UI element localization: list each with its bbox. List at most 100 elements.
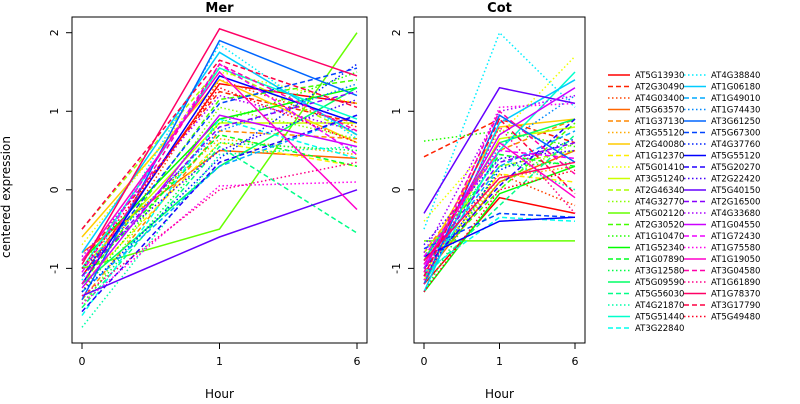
series-line-at4g21870 (81, 145, 358, 328)
legend-item: AT5G55120 (684, 152, 760, 162)
series-line-at1g37130 (81, 130, 358, 301)
series-line-at3g17790 (81, 59, 358, 230)
series-line-at1g49010 (81, 114, 358, 293)
series-line-at1g04550 (81, 114, 358, 289)
legend-item: AT1G78370 (684, 290, 760, 300)
series-line-at2g40080 (423, 118, 576, 261)
x-tick-label: 0 (421, 355, 428, 368)
legend-item: AT5G09590 (608, 278, 684, 288)
y-tick-label: -1 (390, 263, 403, 274)
panel-mer: Mer -1 0 1 2 0 1 6 Hour (48, 1, 368, 401)
legend-label: AT5G02120 (635, 209, 684, 219)
series-group (423, 31, 576, 293)
legend-item: AT5G51440 (608, 313, 684, 323)
legend-label: AT5G40150 (711, 186, 760, 196)
plot-frame (71, 16, 368, 344)
legend-item: AT2G46340 (608, 186, 684, 196)
y-axis-label: centered expression (0, 136, 13, 258)
y-axis: -1 0 1 2 (48, 29, 73, 274)
legend-item: AT3G55120 (608, 129, 684, 139)
series-line-at3g17790 (423, 117, 576, 277)
legend-label: AT1G78370 (711, 290, 760, 300)
series-line-at1g52340 (423, 165, 576, 293)
legend-label: AT4G38840 (711, 71, 760, 81)
x-axis-label: Hour (205, 387, 234, 400)
legend-item: AT5G49480 (684, 313, 760, 323)
legend-item: AT3G51240 (608, 175, 684, 185)
series-line-at1g78370 (423, 161, 576, 262)
legend-label: AT3G22840 (635, 324, 684, 334)
legend-label: AT2G16500 (711, 198, 760, 208)
series-line-at1g75580 (423, 102, 576, 281)
legend-item: AT4G33680 (684, 209, 760, 219)
y-tick-label: 1 (390, 108, 403, 115)
series-line-at3g04580 (423, 110, 576, 273)
legend-item: AT5G20270 (684, 163, 760, 173)
legend-label: AT4G21870 (635, 301, 684, 311)
x-axis: 0 1 6 (421, 342, 579, 368)
legend-label: AT2G46340 (635, 186, 684, 196)
series-line-at1g10470 (81, 71, 358, 293)
legend-item: AT4G38840 (684, 71, 760, 81)
series-line-at4g38840 (423, 31, 576, 230)
legend-item: AT1G37130 (608, 117, 684, 127)
legend-label: AT5G49480 (711, 313, 760, 323)
legend-label: AT2G30490 (635, 83, 684, 93)
legend-item: AT1G61890 (684, 278, 760, 288)
legend-label: AT5G67300 (711, 129, 760, 139)
legend-item: AT2G22420 (684, 175, 760, 185)
series-line-at2g22420 (81, 98, 358, 269)
series-line-at5g40150 (81, 189, 358, 297)
legend-label: AT2G22420 (711, 175, 760, 185)
series-line-at5g49480 (423, 169, 576, 293)
legend-item: AT5G67300 (684, 129, 760, 139)
series-line-at3g51240 (81, 122, 357, 269)
series-line-at5g55120 (423, 216, 576, 258)
series-line-at1g12370 (81, 141, 358, 285)
legend-label: AT1G06180 (711, 83, 760, 93)
series-line-at5g20270 (81, 114, 358, 313)
legend-label: AT2G30520 (635, 221, 684, 231)
legend-item: AT5G63570 (608, 106, 684, 116)
legend-item: AT3G22840 (608, 324, 684, 334)
legend-label: AT5G51440 (635, 313, 684, 323)
legend-item: AT5G01410 (608, 163, 684, 173)
legend-label: AT3G17790 (711, 301, 760, 311)
series-line-at3g12580 (423, 161, 576, 293)
legend-label: AT1G74430 (711, 106, 760, 116)
legend-item: AT5G02120 (608, 209, 684, 219)
legend-item: AT4G37760 (684, 140, 760, 150)
legend-label: AT1G49010 (711, 94, 760, 104)
series-line-at5g56030 (423, 134, 576, 277)
legend-label: AT1G12370 (635, 152, 684, 162)
y-axis: -1 0 1 2 (390, 29, 415, 274)
x-tick-label: 0 (79, 355, 86, 368)
series-line-at5g13930 (423, 196, 576, 285)
legend-item: AT1G75580 (684, 244, 760, 254)
legend-item: AT1G04550 (684, 221, 760, 231)
legend-label: AT1G10470 (635, 232, 684, 242)
legend-item: AT1G74430 (684, 106, 760, 116)
series-line-at3g55120 (423, 165, 576, 269)
legend-label: AT5G55120 (711, 152, 760, 162)
series-line-at5g67300 (423, 212, 576, 250)
y-tick-label: 0 (48, 186, 61, 193)
legend-label: AT2G40080 (635, 140, 684, 150)
legend-item: AT1G52340 (608, 244, 684, 254)
x-tick-label: 6 (572, 355, 579, 368)
legend-label: AT1G04550 (711, 221, 760, 231)
series-line-at4g32770 (423, 142, 576, 269)
series-line-at4g03400 (423, 173, 576, 261)
legend-item: AT1G19050 (684, 255, 760, 265)
legend-item: AT3G17790 (684, 301, 760, 311)
legend-item: AT1G49010 (684, 94, 760, 104)
legend-label: AT3G61250 (711, 117, 760, 127)
series-line-at3g61250 (423, 114, 576, 285)
legend-item: AT5G13930 (608, 71, 684, 81)
legend-item: AT2G30490 (608, 83, 684, 93)
series-line-at5g55120 (81, 75, 358, 285)
legend-label: AT5G56030 (635, 290, 684, 300)
legend-item: AT4G21870 (608, 301, 684, 311)
